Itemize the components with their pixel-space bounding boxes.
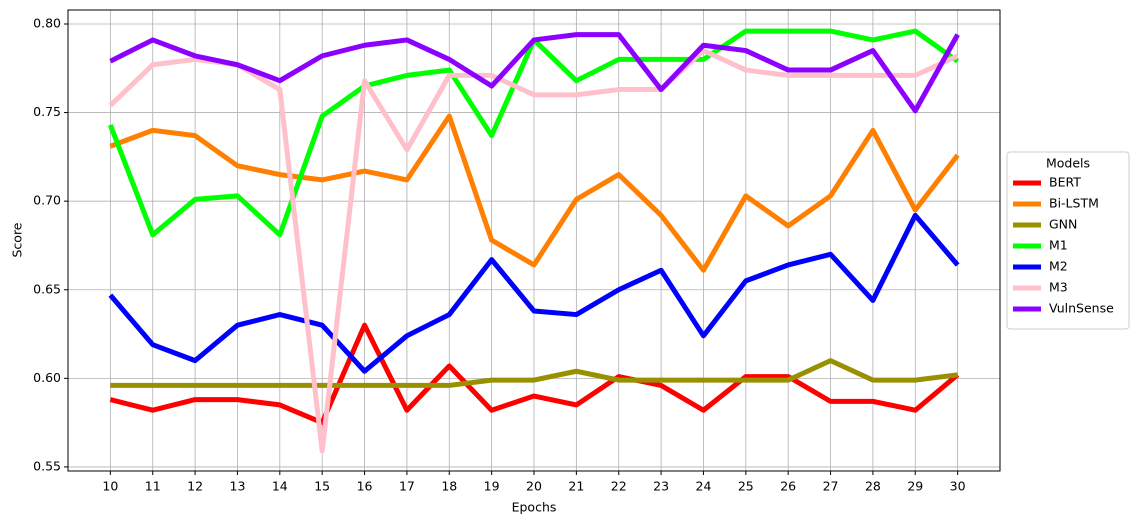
x-tick-label: 23 [653,479,669,494]
x-tick-label: 19 [484,479,500,494]
x-tick-label: 14 [272,479,288,494]
series-line [108,48,959,454]
legend-label: Bi-LSTM [1049,196,1099,211]
legend-title: Models [1046,156,1090,171]
x-tick-label: 12 [187,479,203,494]
x-tick-label: 24 [696,479,712,494]
x-axis-label: Epochs [512,500,557,515]
y-tick-label: 0.65 [33,281,61,296]
x-tick-label: 30 [950,479,966,494]
legend-label: GNN [1049,217,1077,232]
legend-label: M2 [1049,259,1068,274]
x-tick-label: 11 [145,479,161,494]
x-tick-label: 25 [738,479,754,494]
y-tick-label: 0.75 [33,104,61,119]
x-tick-label: 20 [526,479,542,494]
x-tick-label: 15 [314,479,330,494]
series-line [110,358,958,388]
y-tick-label: 0.55 [33,458,61,473]
x-tick-label: 18 [441,479,457,494]
series-line [108,212,960,374]
y-tick-label: 0.80 [33,15,61,30]
x-tick-label: 27 [823,479,839,494]
legend-label: M1 [1049,238,1068,253]
series-line [109,322,960,426]
legend-label: M3 [1049,280,1068,295]
plot-frame [67,9,1001,472]
y-tick-label: 0.70 [33,193,61,208]
x-tick-label: 13 [230,479,246,494]
x-tick-label: 26 [780,479,796,494]
y-tick-label: 0.60 [33,370,61,385]
series-line [109,113,960,273]
y-axis-label: Score [10,222,25,257]
legend-label: VulnSense [1049,301,1114,316]
x-tick-label: 10 [102,479,118,494]
x-tick-label: 17 [399,479,415,494]
series-line [109,32,960,114]
x-tick-label: 28 [865,479,881,494]
legend-box [1006,151,1130,330]
x-tick-label: 16 [357,479,373,494]
x-tick-label: 21 [568,479,584,494]
x-tick-label: 29 [907,479,923,494]
legend-label: BERT [1049,175,1081,190]
x-tick-label: 22 [611,479,627,494]
